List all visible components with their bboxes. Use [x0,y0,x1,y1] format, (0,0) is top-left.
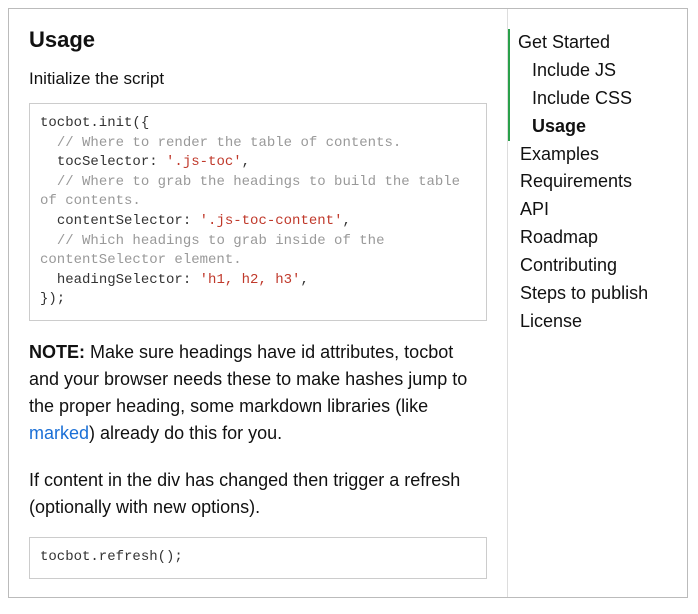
note-text-after: ) already do this for you. [89,423,282,443]
toc-item-examples[interactable]: Examples [508,141,679,169]
note-paragraph: NOTE: Make sure headings have id attribu… [29,339,487,447]
toc-list: Get StartedInclude JSInclude CSSUsageExa… [508,29,679,336]
page-container: Usage Initialize the script tocbot.init(… [8,8,688,598]
toc-item-contributing[interactable]: Contributing [508,252,679,280]
intro-text: Initialize the script [29,69,487,89]
note-label: NOTE: [29,342,85,362]
refresh-paragraph: If content in the div has changed then t… [29,467,487,521]
toc-item-roadmap[interactable]: Roadmap [508,224,679,252]
toc-sidebar: Get StartedInclude JSInclude CSSUsageExa… [507,9,687,597]
toc-item-steps-to-publish[interactable]: Steps to publish [508,280,679,308]
main-content: Usage Initialize the script tocbot.init(… [9,9,507,597]
note-text-before: Make sure headings have id attributes, t… [29,342,467,416]
code-block-refresh: tocbot.refresh(); [29,537,487,579]
marked-link[interactable]: marked [29,423,89,443]
toc-item-usage[interactable]: Usage [508,113,679,141]
toc-item-requirements[interactable]: Requirements [508,168,679,196]
toc-item-include-css[interactable]: Include CSS [508,85,679,113]
toc-item-include-js[interactable]: Include JS [508,57,679,85]
code-block-init: tocbot.init({ // Where to render the tab… [29,103,487,321]
toc-item-get-started[interactable]: Get Started [508,29,679,57]
toc-item-api[interactable]: API [508,196,679,224]
toc-item-license[interactable]: License [508,308,679,336]
section-heading-usage: Usage [29,27,487,53]
